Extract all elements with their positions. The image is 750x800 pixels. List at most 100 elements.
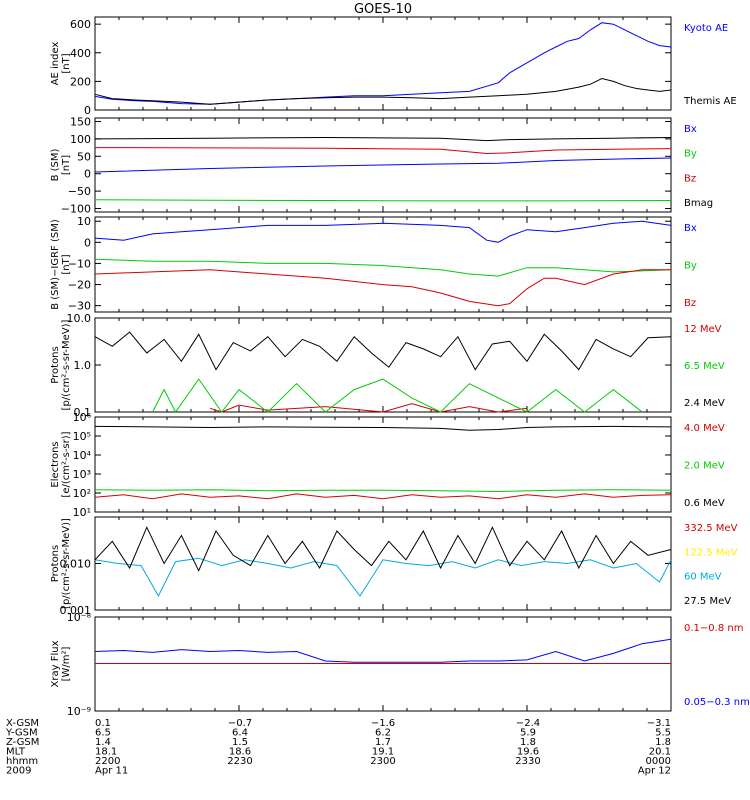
series-line-0 bbox=[94, 493, 672, 500]
y-axis-label: Protons[p/(cm²-s-sr-MeV)] bbox=[50, 518, 72, 609]
panel-7: 10⁻⁹ 10⁻⁸ Xray Flux[W/m²] 0.1−0.8 nm 0.05−0.… bbox=[50, 611, 750, 718]
y-axis-label: Xray Flux[W/m²] bbox=[50, 640, 72, 687]
orbit-cell: 6.2 bbox=[375, 728, 391, 739]
y-tick-label: 0 bbox=[84, 104, 91, 117]
orbit-cell: 20.1 bbox=[649, 747, 671, 758]
orbit-cell: 1.5 bbox=[232, 737, 248, 748]
series-line-3 bbox=[94, 526, 672, 572]
y-tick-label: 10² bbox=[73, 487, 91, 500]
series-line-3 bbox=[94, 136, 672, 142]
panel-frame bbox=[94, 416, 672, 513]
legend-label: 27.5 MeV bbox=[684, 596, 731, 607]
y-tick-label: −30 bbox=[68, 300, 91, 313]
y-tick-label: 1.0 bbox=[74, 359, 92, 372]
series-line-0 bbox=[94, 157, 672, 173]
orbit-row-label: MLT bbox=[6, 747, 26, 758]
panels-container: 0 200 400 600 AE index[nT] Kyoto AE Themis AE −… bbox=[50, 16, 750, 718]
orbit-row-label: Z-GSM bbox=[6, 737, 39, 748]
legend-label: 0.05−0.3 nm bbox=[684, 697, 750, 708]
orbit-cell: 0.1 bbox=[95, 718, 111, 729]
orbit-row-label: X-GSM bbox=[6, 718, 39, 729]
orbit-cell: 19.1 bbox=[372, 747, 394, 758]
orbit-cell: 18.1 bbox=[95, 747, 117, 758]
series-line-0 bbox=[210, 403, 528, 413]
orbit-table: X-GSMY-GSMZ-GSMMLThhmm20090.16.51.418.12… bbox=[5, 718, 671, 777]
orbit-cell: 1.4 bbox=[95, 737, 111, 748]
y-tick-label: 0.001 bbox=[60, 604, 92, 617]
panel-2: −100 −50 0 50 100 150 B (SM)[nT] Bx By Bz Bmag bbox=[50, 115, 713, 215]
y-tick-label: −20 bbox=[68, 279, 91, 292]
y-tick-label: 10⁻⁹ bbox=[67, 705, 91, 718]
y-tick-label: 10.0 bbox=[67, 312, 92, 325]
orbit-row-label: Y-GSM bbox=[5, 728, 38, 739]
legend-label: 4.0 MeV bbox=[684, 423, 725, 434]
y-tick-label: 0 bbox=[84, 236, 91, 249]
orbit-cell: Apr 11 bbox=[95, 766, 128, 777]
y-tick-label: −50 bbox=[68, 185, 91, 198]
orbit-cell: −0.7 bbox=[228, 718, 252, 729]
orbit-cell: −3.1 bbox=[647, 718, 671, 729]
y-tick-label: 10⁴ bbox=[73, 449, 92, 462]
legend-label: Bx bbox=[684, 124, 697, 135]
y-tick-label: 10¹ bbox=[73, 506, 91, 519]
legend-label: 2.0 MeV bbox=[684, 461, 725, 472]
series-line-2 bbox=[94, 425, 672, 431]
orbit-cell: 19.6 bbox=[517, 747, 539, 758]
series-line-2 bbox=[94, 147, 672, 155]
legend-label: 2.4 MeV bbox=[684, 398, 725, 409]
series-line-0 bbox=[94, 220, 672, 243]
y-tick-label: 400 bbox=[70, 47, 91, 60]
orbit-cell: Apr 12 bbox=[638, 766, 671, 777]
series-line-1 bbox=[94, 77, 672, 105]
plot-title: GOES-10 bbox=[354, 2, 412, 17]
panel-5: 10¹ 10² 10³ 10⁴ 10⁵ 10⁶Electrons[e/(cm²-s-sr)… bbox=[50, 411, 725, 519]
orbit-cell: 0000 bbox=[646, 756, 671, 767]
orbit-cell: 2230 bbox=[227, 756, 252, 767]
y-tick-label: 600 bbox=[70, 18, 91, 31]
y-axis-label: Electrons[e/(cm²-s-sr)] bbox=[50, 431, 72, 497]
legend-label: 122.5 MeV bbox=[684, 547, 738, 558]
series-line-2 bbox=[94, 269, 671, 307]
panel-1: 0 200 400 600 AE index[nT] Kyoto AE Themis AE bbox=[50, 16, 737, 117]
orbit-cell: 1.8 bbox=[520, 737, 536, 748]
orbit-cell: −1.6 bbox=[371, 718, 395, 729]
y-tick-label: 10³ bbox=[73, 468, 91, 481]
y-tick-label: 50 bbox=[77, 150, 91, 163]
y-tick-label: 10⁻⁸ bbox=[67, 611, 92, 624]
y-tick-label: 10⁶ bbox=[73, 411, 92, 424]
y-axis-label: B (SM)[nT] bbox=[50, 148, 72, 181]
legend-label: Bmag bbox=[684, 198, 713, 209]
panel-frame bbox=[94, 516, 672, 611]
orbit-cell: 1.8 bbox=[655, 737, 671, 748]
orbit-cell: 5.5 bbox=[655, 728, 671, 739]
orbit-cell: 2200 bbox=[95, 756, 120, 767]
y-tick-label: −100 bbox=[61, 203, 91, 216]
series-line-1 bbox=[94, 258, 672, 277]
legend-label: 0.6 MeV bbox=[684, 498, 725, 509]
orbit-cell: 2330 bbox=[515, 756, 540, 767]
y-axis-label: B (SM)−IGRF (SM)[nT] bbox=[50, 219, 72, 310]
y-tick-label: 150 bbox=[70, 115, 91, 128]
series-line-1 bbox=[94, 199, 672, 202]
y-tick-label: 10 bbox=[77, 215, 91, 228]
legend-label: By bbox=[684, 149, 697, 160]
y-tick-label: 10⁵ bbox=[73, 430, 91, 443]
panel-frame bbox=[94, 317, 672, 413]
orbit-cell: 6.4 bbox=[232, 728, 248, 739]
orbit-row-label: 2009 bbox=[6, 766, 31, 777]
y-tick-label: 100 bbox=[70, 133, 91, 146]
legend-label: Kyoto AE bbox=[684, 23, 728, 34]
panel-3: −30 −20 −10 0 10 B (SM)−IGRF (SM)[nT] Bx By Bz bbox=[50, 215, 697, 312]
legend-label: Bx bbox=[684, 223, 697, 234]
y-tick-label: 200 bbox=[70, 75, 91, 88]
legend-label: Themis AE bbox=[683, 96, 737, 107]
legend-label: 0.1−0.8 nm bbox=[684, 623, 743, 634]
orbit-cell: 2300 bbox=[370, 756, 395, 767]
orbit-cell: −2.4 bbox=[516, 718, 540, 729]
legend-label: 60 MeV bbox=[684, 572, 722, 583]
y-tick-label: −10 bbox=[68, 257, 91, 270]
legend-label: 6.5 MeV bbox=[684, 361, 725, 372]
